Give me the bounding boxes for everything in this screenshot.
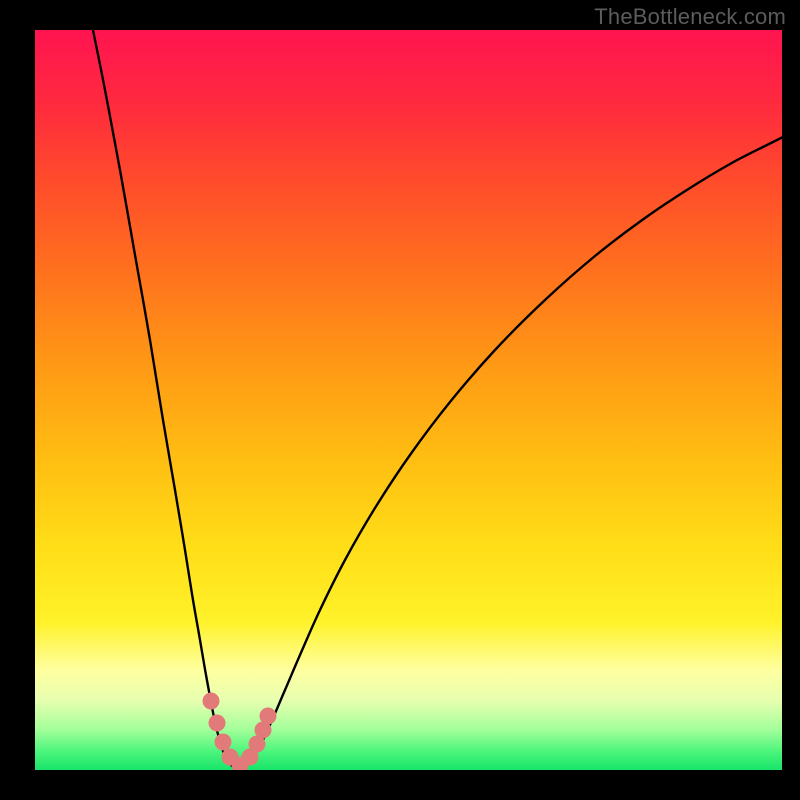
valley-marker	[215, 734, 232, 751]
valley-marker	[209, 715, 226, 732]
curve-layer	[35, 30, 782, 770]
valley-markers	[203, 693, 277, 771]
left-curve	[92, 30, 240, 770]
right-curve	[240, 136, 782, 770]
valley-marker	[203, 693, 220, 710]
chart-container: TheBottleneck.com	[0, 0, 800, 800]
watermark-text: TheBottleneck.com	[594, 4, 786, 30]
plot-area	[35, 30, 782, 770]
valley-marker	[260, 708, 277, 725]
